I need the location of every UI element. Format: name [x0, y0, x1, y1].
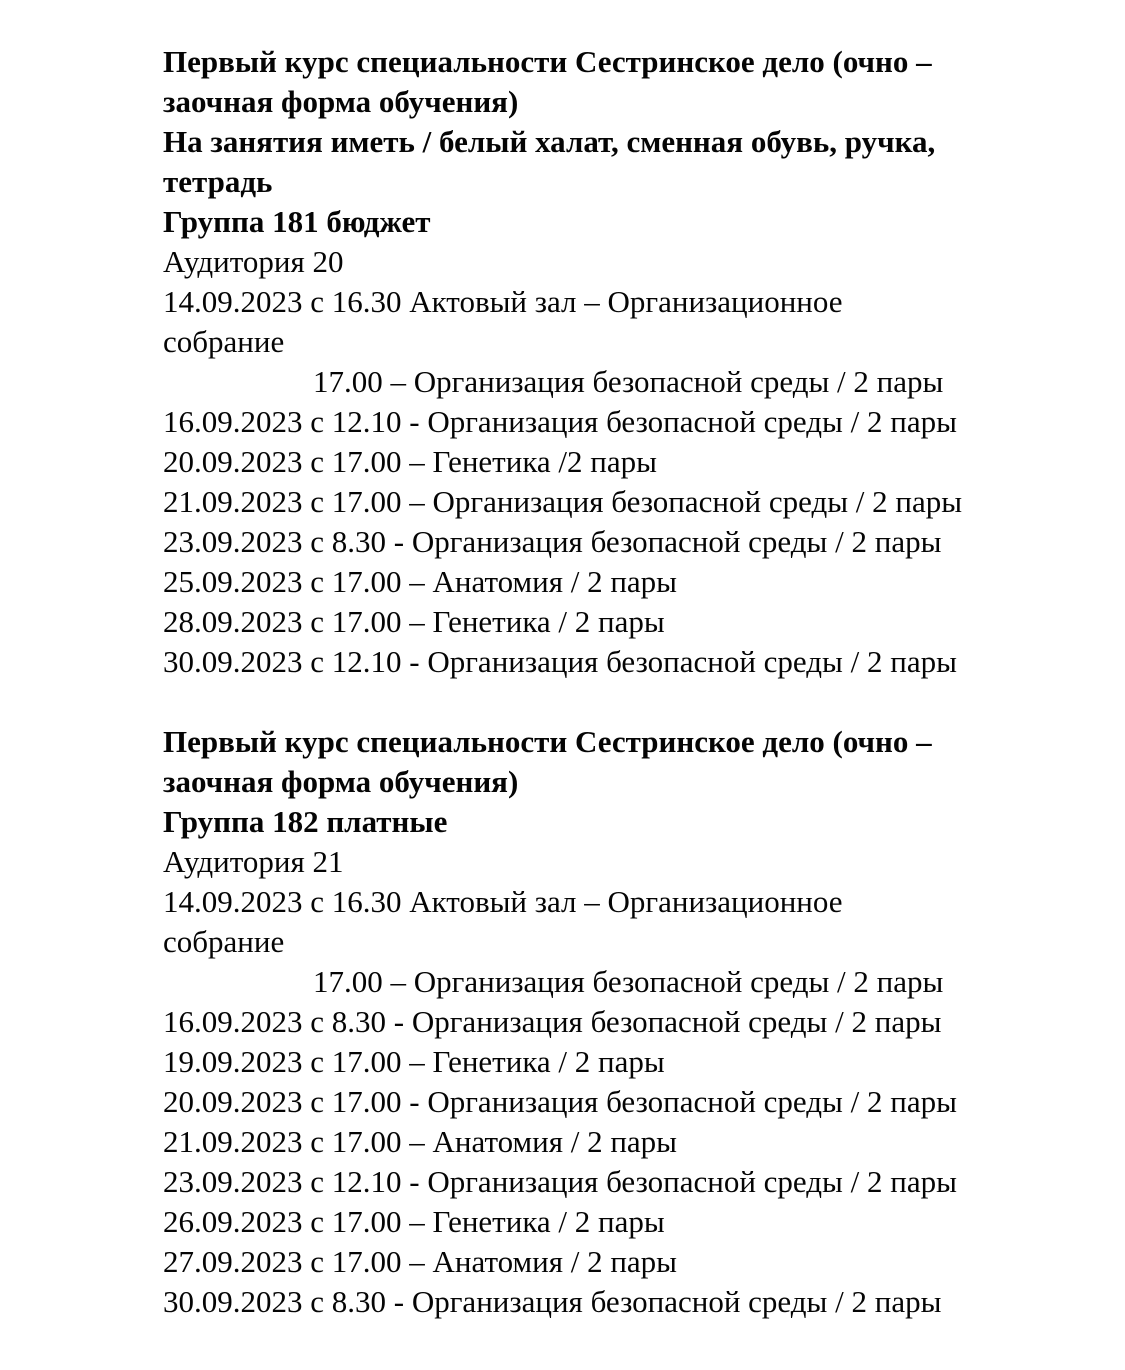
schedule-entry: 30.09.2023 с 8.30 - Организация безопасн… [163, 1284, 942, 1319]
course-title-line-2: заочная форма обучения) [163, 84, 519, 119]
schedule-entry: 16.09.2023 с 12.10 - Организация безопас… [163, 404, 957, 439]
course-title-line-1: Первый курс специальности Сестринское де… [163, 724, 932, 759]
schedule-entry: 27.09.2023 с 17.00 – Анатомия / 2 пары [163, 1244, 677, 1279]
schedule-entry: 21.09.2023 с 17.00 – Организация безопас… [163, 484, 963, 519]
schedule-entry-continuation: собрание [163, 924, 285, 959]
course-title-line-1: Первый курс специальности Сестринское де… [163, 44, 932, 79]
schedule-block-group-181: Первый курс специальности Сестринское де… [163, 42, 1065, 682]
schedule-entry: 26.09.2023 с 17.00 – Генетика / 2 пары [163, 1204, 665, 1239]
group-label: Группа 182 платные [163, 804, 448, 839]
schedule-entry: 30.09.2023 с 12.10 - Организация безопас… [163, 644, 957, 679]
requirements-line-2: тетрадь [163, 164, 273, 199]
room-label: Аудитория 21 [163, 844, 344, 879]
schedule-entry: 20.09.2023 с 17.00 – Генетика /2 пары [163, 444, 657, 479]
schedule-entry: 20.09.2023 с 17.00 - Организация безопас… [163, 1084, 957, 1119]
schedule-entry: 17.00 – Организация безопасной среды / 2… [313, 964, 944, 999]
schedule-entry: 14.09.2023 с 16.30 Актовый зал – Организ… [163, 884, 843, 919]
schedule-entry: 17.00 – Организация безопасной среды / 2… [313, 364, 944, 399]
schedule-entry: 14.09.2023 с 16.30 Актовый зал – Организ… [163, 284, 843, 319]
group-label: Группа 181 бюджет [163, 204, 431, 239]
room-label: Аудитория 20 [163, 244, 344, 279]
requirements-line-1: На занятия иметь / белый халат, сменная … [163, 124, 936, 159]
schedule-entry: 16.09.2023 с 8.30 - Организация безопасн… [163, 1004, 942, 1039]
schedule-entry-continuation: собрание [163, 324, 285, 359]
schedule-entry: 23.09.2023 с 8.30 - Организация безопасн… [163, 524, 942, 559]
schedule-entry: 25.09.2023 с 17.00 – Анатомия / 2 пары [163, 564, 677, 599]
schedule-block-group-182: Первый курс специальности Сестринское де… [163, 722, 1065, 1322]
schedule-entry: 19.09.2023 с 17.00 – Генетика / 2 пары [163, 1044, 665, 1079]
schedule-entry: 23.09.2023 с 12.10 - Организация безопас… [163, 1164, 957, 1199]
schedule-entry: 28.09.2023 с 17.00 – Генетика / 2 пары [163, 604, 665, 639]
block-separator [163, 682, 1065, 722]
schedule-entry: 21.09.2023 с 17.00 – Анатомия / 2 пары [163, 1124, 677, 1159]
course-title-line-2: заочная форма обучения) [163, 764, 519, 799]
